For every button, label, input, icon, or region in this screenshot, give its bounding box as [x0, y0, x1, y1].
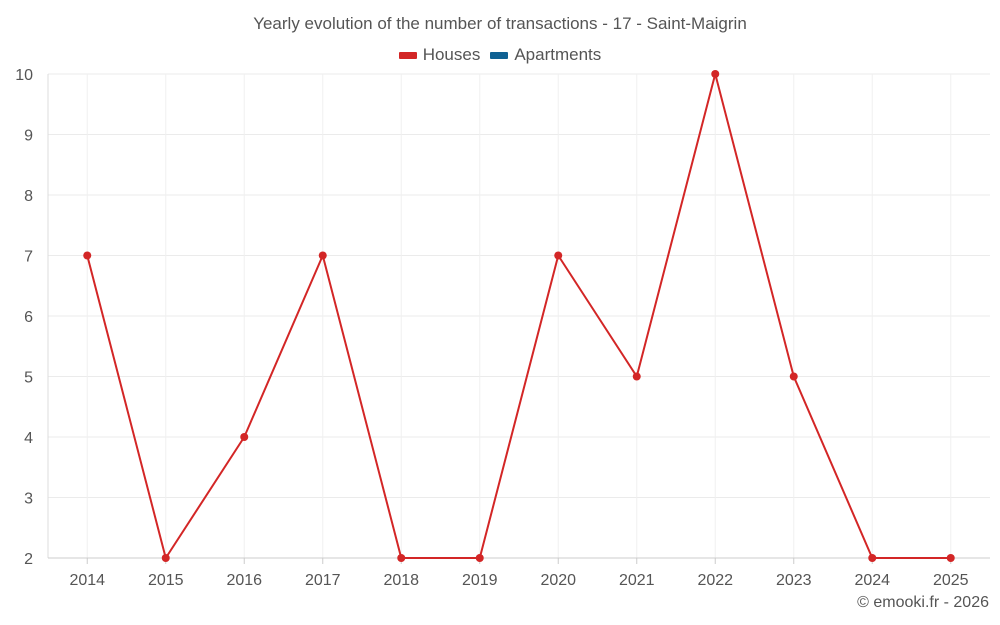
x-tick-label: 2023	[776, 572, 812, 589]
credit-text: © emooki.fr - 2026	[857, 594, 989, 611]
x-tick-label: 2016	[226, 572, 262, 589]
data-point	[240, 433, 249, 441]
data-point	[554, 251, 563, 260]
data-point	[161, 554, 170, 562]
legend-swatch-houses	[398, 51, 417, 59]
data-point	[318, 251, 327, 260]
y-tick-label: 10	[15, 67, 33, 84]
y-tick-label: 8	[24, 188, 33, 205]
series-layer	[83, 70, 955, 562]
legend-item-houses[interactable]: Houses	[398, 45, 481, 65]
chart-title: Yearly evolution of the number of transa…	[253, 14, 747, 33]
x-tick-label: 2014	[69, 572, 105, 589]
x-tick-label: 2019	[462, 572, 498, 589]
data-point	[789, 372, 798, 381]
data-point	[711, 70, 720, 78]
x-tick-label: 2021	[619, 572, 655, 589]
y-tick-label: 3	[24, 491, 33, 508]
legend-item-apartments[interactable]: Apartments	[490, 45, 601, 65]
grid-layer	[48, 73, 990, 559]
y-tick-label: 9	[24, 128, 33, 145]
x-tick-label: 2018	[383, 572, 419, 589]
x-tick-label: 2020	[540, 572, 576, 589]
legend-swatch-apartments	[490, 51, 509, 59]
data-point	[946, 554, 955, 562]
chart-legend: Houses Apartments	[0, 45, 1000, 65]
data-point	[475, 554, 484, 562]
y-tick-label: 5	[24, 370, 33, 387]
legend-label-apartments: Apartments	[514, 45, 602, 64]
data-point	[397, 554, 406, 562]
axis-layer: 2 3 4 5 6 7 8 9 10 2014 2015 2016 2017 2018 2019 2020 20…	[15, 67, 990, 589]
y-tick-label: 2	[24, 551, 33, 568]
data-point	[632, 372, 641, 381]
y-tick-label: 4	[24, 430, 33, 447]
y-tick-label: 7	[24, 249, 33, 266]
x-tick-label: 2017	[305, 572, 341, 589]
data-point	[83, 251, 92, 260]
x-tick-label: 2015	[148, 572, 184, 589]
legend-label-houses: Houses	[422, 45, 481, 64]
y-tick-label: 6	[24, 309, 33, 326]
x-tick-label: 2025	[933, 572, 969, 589]
x-tick-label: 2022	[697, 572, 733, 589]
series-line-houses	[86, 73, 951, 559]
x-tick-label: 2024	[854, 572, 890, 589]
data-point	[868, 554, 877, 562]
